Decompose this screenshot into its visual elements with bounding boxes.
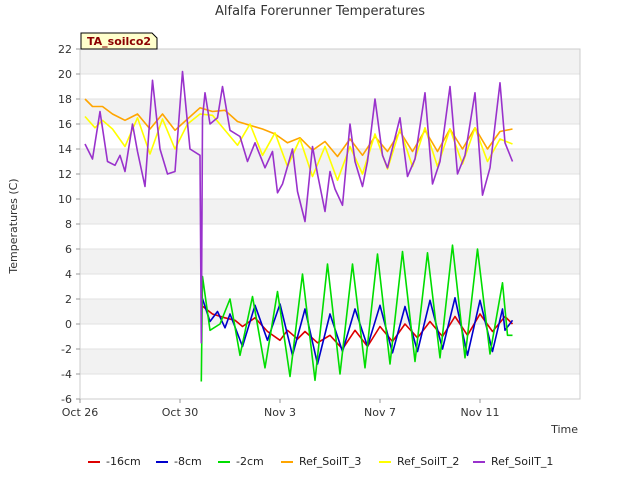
badge: TA_soilco2 [80, 32, 158, 50]
legend-item: Ref_SoilT_3 [281, 455, 361, 468]
x-tick-label: Oct 26 [62, 406, 99, 419]
series-line-ref-soilt-1 [84, 70, 514, 344]
legend-label: Ref_SoilT_3 [299, 455, 361, 468]
y-tick-label: 18 [58, 93, 72, 106]
grid-band [80, 249, 580, 274]
y-tick-label: 4 [65, 268, 72, 281]
y-tick-label: 14 [58, 143, 72, 156]
series-lines [84, 70, 514, 382]
y-tick-label: 20 [58, 68, 72, 81]
y-tick-label: 12 [58, 168, 72, 181]
grid-band [80, 199, 580, 224]
legend-label: -8cm [174, 455, 202, 468]
legend-label: -16cm [106, 455, 141, 468]
y-tick-label: 22 [58, 43, 72, 56]
y-tick-label: -2 [61, 343, 72, 356]
y-axis: -6 -4 -2 0 2 4 6 8 10 12 14 16 18 20 22 [58, 43, 80, 406]
x-tick-label: Nov 7 [364, 406, 396, 419]
y-tick-label: 2 [65, 293, 72, 306]
y-tick-label: 16 [58, 118, 72, 131]
legend-item: -16cm [88, 455, 141, 468]
y-tick-label: 0 [65, 318, 72, 331]
grid-band [80, 49, 580, 74]
y-tick-label: 10 [58, 193, 72, 206]
legend-item: Ref_SoilT_1 [473, 455, 553, 468]
x-axis-label: Time [550, 423, 578, 436]
legend: -16cm -8cm -2cm Ref_SoilT_3 Ref_SoilT_2 Ref_S… [88, 455, 553, 468]
y-tick-label: -4 [61, 368, 72, 381]
grid-band [80, 349, 580, 374]
y-tick-label: -6 [61, 393, 72, 406]
y-tick-label: 6 [65, 243, 72, 256]
legend-item: -8cm [156, 455, 202, 468]
legend-label: -2cm [236, 455, 264, 468]
y-tick-label: 8 [65, 218, 72, 231]
x-tick-label: Nov 3 [264, 406, 296, 419]
legend-label: Ref_SoilT_1 [491, 455, 553, 468]
legend-item: Ref_SoilT_2 [379, 455, 459, 468]
x-tick-label: Nov 11 [461, 406, 500, 419]
series-line--8cm [200, 295, 514, 365]
badge-label: TA_soilco2 [87, 35, 151, 48]
badge-box [80, 32, 158, 50]
x-axis: Oct 26 Oct 30 Nov 3 Nov 7 Nov 11 [62, 399, 500, 419]
chart-title: Alfalfa Forerunner Temperatures [215, 4, 425, 19]
series-line--2cm [200, 244, 513, 382]
series-line-ref-soilt-3 [84, 98, 513, 158]
legend-item: -2cm [218, 455, 264, 468]
x-tick-label: Oct 30 [162, 406, 199, 419]
legend-label: Ref_SoilT_2 [397, 455, 459, 468]
y-axis-label: Temperatures (C) [7, 178, 20, 274]
